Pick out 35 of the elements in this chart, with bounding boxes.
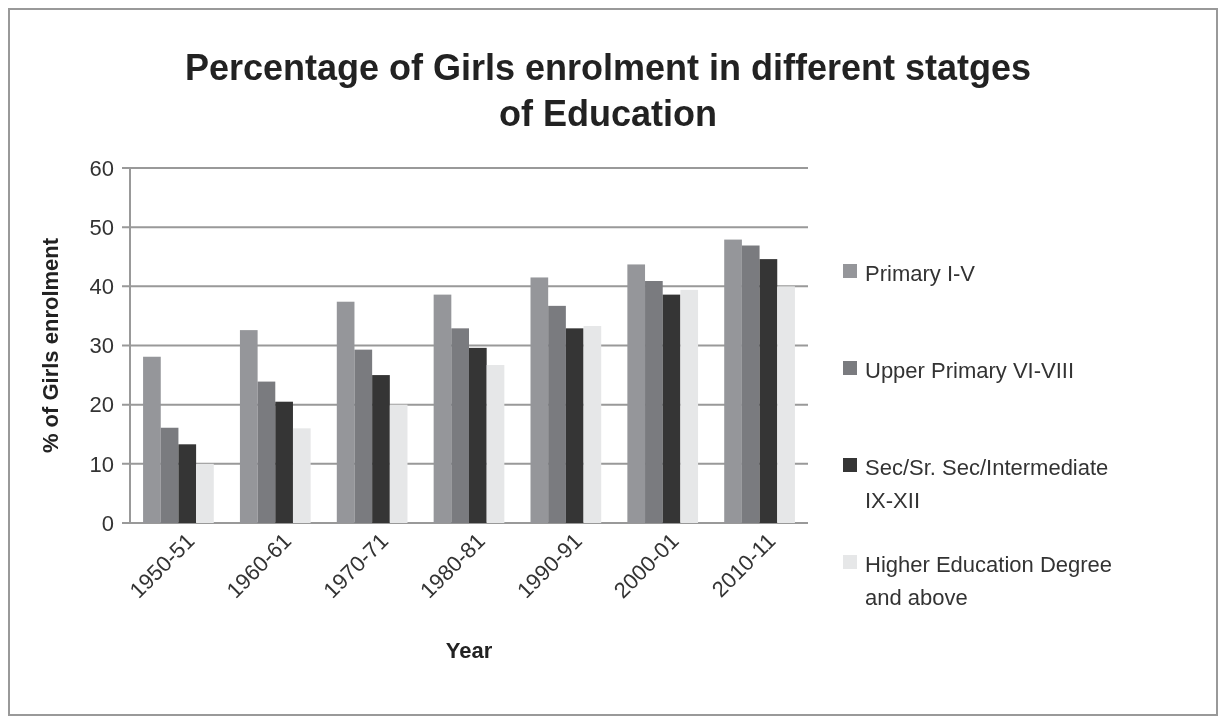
y-tick-label: 20 bbox=[89, 392, 114, 418]
bar bbox=[759, 259, 778, 523]
bar bbox=[565, 328, 584, 523]
legend-label: Upper Primary VI-VIII bbox=[865, 357, 1075, 383]
chart-title: Percentage of Girls enrolment in different statges of Education bbox=[184, 47, 1032, 134]
legend-label: Higher Education Degree and above bbox=[865, 551, 1113, 610]
y-tick-label: 40 bbox=[89, 274, 114, 300]
y-tick-label: 60 bbox=[89, 155, 114, 181]
bar bbox=[680, 289, 699, 523]
legend-label: Sec/Sr. Sec/Intermediate IX-XII bbox=[865, 454, 1109, 513]
bar bbox=[645, 281, 663, 523]
bar bbox=[451, 328, 469, 523]
x-axis-title: Year bbox=[445, 638, 493, 663]
bar bbox=[469, 347, 487, 523]
y-tick-label: 0 bbox=[101, 510, 114, 536]
bar bbox=[354, 349, 373, 523]
bar bbox=[583, 325, 602, 523]
y-tick-label: 30 bbox=[89, 333, 114, 359]
bar bbox=[196, 463, 214, 523]
bar bbox=[389, 404, 408, 523]
bar bbox=[275, 401, 293, 523]
y-axis-title: % of Girls enrolment bbox=[38, 237, 63, 454]
bar bbox=[662, 294, 681, 523]
bar bbox=[160, 427, 179, 523]
bar bbox=[741, 245, 760, 523]
legend-label: Primary I-V bbox=[865, 260, 976, 286]
y-tick-label: 50 bbox=[89, 214, 114, 240]
bar bbox=[486, 365, 505, 523]
bar bbox=[777, 286, 795, 523]
bar bbox=[372, 375, 390, 523]
bar bbox=[257, 381, 276, 523]
bar bbox=[548, 305, 566, 523]
bar bbox=[178, 444, 197, 523]
bar bbox=[292, 428, 311, 523]
y-tick-label: 10 bbox=[89, 451, 114, 477]
